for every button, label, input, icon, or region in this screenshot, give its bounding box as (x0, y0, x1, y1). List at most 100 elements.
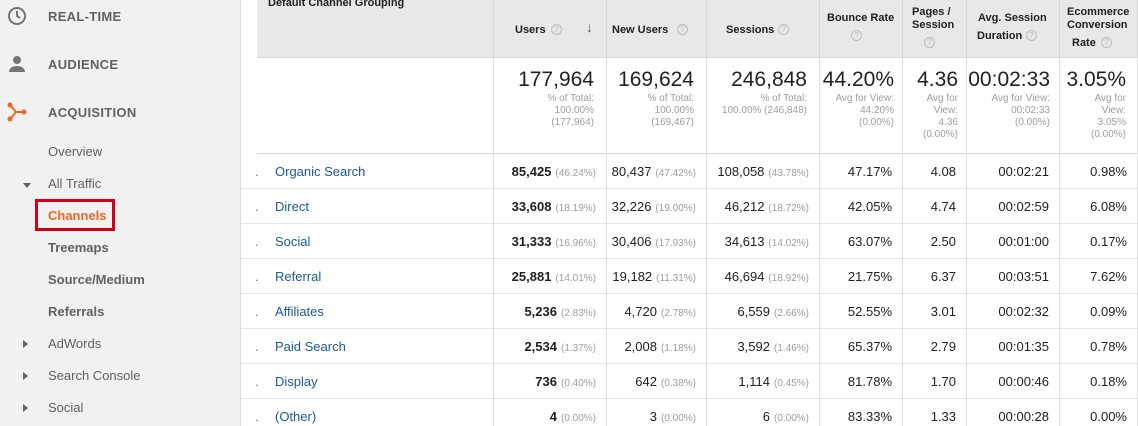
table-row: . Direct 33,608 (18.19%) 32,226 (19.00%) 46,21… (241, 189, 1138, 224)
dimension-cell: . Social (241, 224, 494, 259)
cell-conv: 0.00% (1060, 399, 1138, 426)
channel-link[interactable]: Paid Search (275, 339, 346, 354)
cell-value: 1,114 (738, 374, 770, 389)
nav-section-label: ACQUISITION (48, 104, 137, 120)
nav-section-acquisition[interactable]: ACQUISITION (0, 94, 240, 130)
nav-item-all-traffic[interactable]: All Traffic (48, 176, 102, 191)
totals-sessions: 246,848 % of Total: 100.00% (246,848) (707, 58, 820, 154)
cell-value: 108,058 (717, 164, 765, 179)
nav-item-source-medium[interactable]: Source/Medium (48, 272, 145, 287)
cell-value: 32,226 (611, 199, 652, 214)
totals-pages-session: 4.36 Avg for View: 4.36 (0.00%) (903, 58, 967, 154)
total-value: 00:02:33 (968, 68, 1050, 91)
table-row: . Paid Search 2,534 (1.37%) 2,008 (1.18%) 3,59… (241, 329, 1138, 364)
column-header-ecommerce-conversion-rate[interactable]: Ecommerce Conversion Rate ? (1060, 0, 1138, 58)
cell-pages: 2.79 (903, 329, 967, 364)
cell-value: 46,212 (724, 199, 765, 214)
cell-value: 83.33% (847, 409, 892, 424)
sort-arrow-icon[interactable]: ↓ (586, 19, 593, 35)
cell-new_users: 19,182 (11.31%) (607, 259, 707, 294)
cell-value: 3 (649, 409, 657, 424)
caret-right-icon[interactable] (23, 340, 28, 348)
cell-new_users: 2,008 (1.18%) (607, 329, 707, 364)
cell-value: 4.08 (930, 164, 956, 179)
cell-value: 00:02:21 (998, 164, 1049, 179)
nav-item-social[interactable]: Social (48, 400, 84, 415)
cell-percentage: (1.18%) (660, 343, 696, 354)
cell-conv: 7.62% (1060, 259, 1138, 294)
cell-users: 2,534 (1.37%) (494, 329, 607, 364)
cell-percentage: (18.72%) (768, 203, 809, 214)
column-header-dimension[interactable]: Default Channel Grouping (257, 0, 494, 58)
cell-percentage: (2.78%) (660, 308, 696, 319)
nav-item-channels[interactable]: Channels (48, 208, 107, 223)
channel-link[interactable]: (Other) (275, 409, 317, 424)
cell-value: 7.62% (1090, 269, 1127, 284)
cell-users: 736 (0.40%) (494, 364, 607, 399)
cell-bounce: 21.75% (820, 259, 903, 294)
total-subtext: Avg for View: 44.20% (0.00%) (835, 93, 894, 128)
table-row: . Organic Search 85,425 (46.24%) 80,437 (47.4… (241, 154, 1138, 189)
channel-link[interactable]: Affiliates (275, 304, 324, 319)
cell-duration: 00:00:46 (967, 364, 1060, 399)
cell-value: 0.98% (1090, 164, 1127, 179)
cell-value: 3.01 (930, 304, 956, 319)
nav-item-search-console[interactable]: Search Console (48, 368, 141, 383)
cell-pages: 6.37 (903, 259, 967, 294)
nav-item-overview[interactable]: Overview (48, 144, 103, 159)
cell-duration: 00:00:28 (967, 399, 1060, 426)
cell-value: 0.09% (1090, 304, 1127, 319)
cell-sessions: 46,694 (18.92%) (707, 259, 820, 294)
column-header-sessions[interactable]: Sessions ? (707, 0, 820, 58)
cell-value: 6.08% (1090, 199, 1127, 214)
highlight-box (35, 199, 115, 231)
caret-down-icon[interactable] (23, 183, 31, 188)
column-header-label: Avg. Session (978, 12, 1047, 24)
channel-link[interactable]: Social (275, 234, 311, 249)
cell-duration: 00:02:21 (967, 154, 1060, 189)
cell-value: 21.75% (847, 269, 892, 284)
cell-value: 00:02:32 (998, 304, 1049, 319)
channel-link[interactable]: Organic Search (275, 164, 366, 179)
cell-value: 31,333 (511, 234, 552, 249)
cell-value: 00:03:51 (998, 269, 1049, 284)
nav-section-realtime[interactable]: REAL-TIME (0, 0, 240, 34)
cell-users: 33,608 (18.19%) (494, 189, 607, 224)
column-header-users[interactable]: Users ? ↓ (494, 0, 607, 58)
cell-value: 736 (535, 374, 557, 389)
dimension-cell: . Paid Search (241, 329, 494, 364)
totals-users: 177,964 % of Total: 100.00% (177,964) (494, 58, 607, 154)
help-icon[interactable]: ? (551, 23, 562, 35)
nav-item-adwords[interactable]: AdWords (48, 336, 102, 351)
help-icon[interactable]: ? (1026, 29, 1037, 41)
help-icon[interactable]: ? (778, 23, 789, 35)
nav-item-treemaps[interactable]: Treemaps (48, 240, 109, 255)
nav-section-audience[interactable]: AUDIENCE (0, 46, 240, 82)
channel-link[interactable]: Referral (275, 269, 322, 284)
channel-link[interactable]: Direct (275, 199, 309, 214)
column-header-pages-session[interactable]: Pages / Session ? (903, 0, 967, 58)
column-header-avg-session-duration[interactable]: Avg. Session Duration ? (967, 0, 1060, 58)
cell-users: 4 (0.00%) (494, 399, 607, 426)
cell-percentage: (2.66%) (773, 308, 809, 319)
help-icon[interactable]: ? (924, 36, 935, 48)
caret-right-icon[interactable] (23, 372, 28, 380)
cell-value: 1.33 (930, 409, 956, 424)
channel-link[interactable]: Display (275, 374, 318, 389)
column-header-new-users[interactable]: New Users ? (607, 0, 707, 58)
cell-value: 2,008 (624, 339, 657, 354)
cell-bounce: 42.05% (820, 189, 903, 224)
help-icon[interactable]: ? (851, 29, 862, 41)
column-header-bounce-rate[interactable]: Bounce Rate ? (820, 0, 903, 58)
nav-item-referrals[interactable]: Referrals (48, 304, 105, 319)
cell-percentage: (2.83%) (560, 308, 596, 319)
cell-value: 6,559 (737, 304, 770, 319)
cell-value: 47.17% (847, 164, 892, 179)
help-icon[interactable]: ? (677, 23, 688, 35)
caret-right-icon[interactable] (23, 404, 28, 412)
cell-users: 85,425 (46.24%) (494, 154, 607, 189)
help-icon[interactable]: ? (1101, 36, 1112, 48)
cell-percentage: (18.92%) (768, 273, 809, 284)
cell-bounce: 63.07% (820, 224, 903, 259)
row-marker: . (255, 269, 259, 284)
